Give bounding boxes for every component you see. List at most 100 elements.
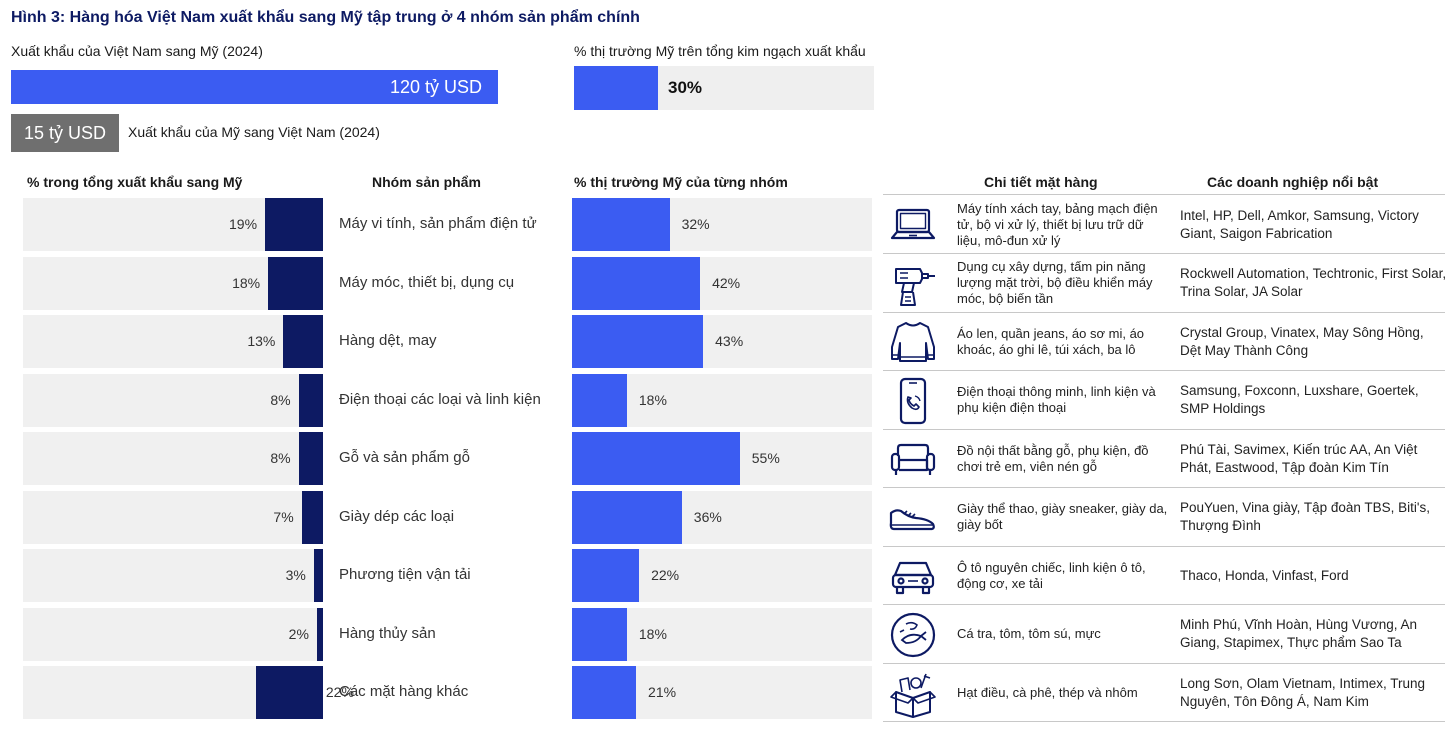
item-detail: Điện thoại thông minh, linh kiện và phụ … <box>957 384 1156 415</box>
box-goods-icon <box>888 668 938 718</box>
left-bar-label: 7% <box>273 508 294 525</box>
left-row-background <box>23 607 323 661</box>
table-row-rule <box>883 662 1445 664</box>
company-list: Minh Phú, Vĩnh Hoàn, Hùng Vương, An Gian… <box>1180 617 1418 650</box>
item-detail: Máy tính xách tay, bảng mạch điện tử, bộ… <box>957 200 1158 248</box>
seafood-icon <box>888 610 938 660</box>
table-row-rule <box>883 311 1445 313</box>
shoe-icon <box>888 493 938 543</box>
category-label: Gỗ và sản phẩm gỗ <box>339 449 470 466</box>
car-icon <box>888 551 938 601</box>
company-list: Intel, HP, Dell, Amkor, Samsung, Victory… <box>1180 207 1419 241</box>
company-list: PouYuen, Vina giày, Tập đoàn TBS, Biti's… <box>1180 500 1430 533</box>
right-bar <box>572 256 701 310</box>
table-top-rule <box>883 194 1445 195</box>
left-bar <box>255 666 323 719</box>
category-label: Điện thoại các loại và linh kiện <box>339 390 541 408</box>
left-bar-label: 2% <box>288 625 309 642</box>
left-row-background <box>23 315 323 368</box>
us-export-box: 15 tỷ USD <box>11 114 119 152</box>
left-bar-label: 19% <box>229 216 258 232</box>
share-value: 30% <box>668 78 703 97</box>
us-export-label: Xuất khẩu của Mỹ sang Việt Nam (2024) <box>128 124 380 140</box>
left-column-header: % trong tổng xuất khẩu sang Mỹ <box>27 174 243 190</box>
company-list: Samsung, Foxconn, Luxshare, Goertek, SMP… <box>1180 383 1419 416</box>
right-bar <box>572 315 704 368</box>
right-bar <box>572 432 740 485</box>
vn-export-label: Xuất khẩu của Việt Nam sang Mỹ (2024) <box>11 43 263 59</box>
sweater-icon <box>888 317 938 367</box>
item-detail: Cá tra, tôm, tôm sú, mực <box>957 626 1101 641</box>
left-bar <box>301 490 323 544</box>
item-detail: Hạt điều, cà phê, thép và nhôm <box>957 684 1138 700</box>
category-label: Máy vi tính, sản phẩm điện tử <box>339 215 537 232</box>
share-bar-fill <box>574 66 658 110</box>
right-bar-label: 32% <box>681 216 710 232</box>
company-list: Rockwell Automation, Techtronic, First S… <box>1180 266 1447 299</box>
left-bar <box>268 256 323 310</box>
right-bar <box>572 490 682 544</box>
right-column-header: % thị trường Mỹ của từng nhóm <box>574 174 788 190</box>
right-bar-label: 21% <box>648 684 677 700</box>
right-bar <box>572 549 640 602</box>
right-bar <box>572 198 670 251</box>
left-bar-label: 18% <box>232 274 261 291</box>
item-detail: Dụng cụ xây dựng, tấm pin năng lượng mặt… <box>957 259 1153 306</box>
left-bar <box>283 315 323 368</box>
item-detail: Áo len, quần jeans, áo sơ mi, áo khoác, … <box>957 325 1145 357</box>
item-detail: Giày thể thao, giày sneaker, giày da, gi… <box>957 501 1168 532</box>
smartphone-icon <box>888 376 938 426</box>
right-bar-label: 42% <box>712 274 741 291</box>
category-label: Các mặt hàng khác <box>339 683 469 700</box>
table-row-rule <box>883 370 1445 371</box>
table-row-rule <box>883 253 1445 254</box>
left-bar <box>313 549 323 602</box>
table-row-rule <box>883 428 1445 430</box>
left-row-background <box>23 432 323 485</box>
left-row-background <box>23 373 323 427</box>
category-label: Máy móc, thiết bị, dụng cụ <box>339 273 515 291</box>
share-label: % thị trường Mỹ trên tổng kim ngạch xuất… <box>574 43 866 59</box>
left-row-background <box>23 549 323 602</box>
right-bar-label: 18% <box>638 391 667 408</box>
right-bar-label: 43% <box>715 333 744 349</box>
right-bar-label: 22% <box>651 567 680 583</box>
company-list: Phú Tài, Savimex, Kiến trúc AA, An Việt … <box>1180 441 1418 475</box>
company-list: Crystal Group, Vinatex, May Sông Hồng, D… <box>1180 324 1424 358</box>
table-row-rule <box>883 721 1445 722</box>
left-bar-label: 8% <box>270 450 291 466</box>
category-label: Hàng thủy sản <box>339 624 436 642</box>
group-column-header: Nhóm sản phẩm <box>372 174 481 190</box>
drill-icon <box>888 259 938 309</box>
left-bar <box>298 373 323 427</box>
left-bar-label: 22% <box>325 684 354 700</box>
left-row-background <box>23 490 323 544</box>
detail-column-header: Chi tiết mặt hàng <box>984 174 1098 190</box>
table-row-rule <box>883 604 1445 605</box>
right-bar <box>572 666 637 719</box>
right-bar-label: 36% <box>693 508 722 525</box>
item-detail: Ô tô nguyên chiếc, linh kiện ô tô, động … <box>957 559 1146 591</box>
right-bar-label: 18% <box>638 625 667 642</box>
left-bar <box>298 432 323 485</box>
vn-export-bar: 120 tỷ USD <box>11 70 498 104</box>
sofa-icon <box>888 434 938 484</box>
table-row-rule <box>883 545 1445 547</box>
left-bar-label: 13% <box>247 333 276 349</box>
left-bar-label: 8% <box>270 391 291 408</box>
item-detail: Đồ nội thất bằng gỗ, phụ kiện, đồ chơi t… <box>957 442 1149 474</box>
figure-title: Hình 3: Hàng hóa Việt Nam xuất khẩu sang… <box>11 9 640 26</box>
right-bar <box>572 373 627 427</box>
laptop-icon <box>888 200 938 250</box>
table-row-rule <box>883 487 1445 488</box>
left-bar <box>316 607 323 661</box>
right-bar-label: 55% <box>751 450 780 466</box>
category-label: Hàng dệt, may <box>339 332 437 349</box>
left-bar-label: 3% <box>285 567 306 583</box>
company-list: Thaco, Honda, Vinfast, Ford <box>1180 567 1349 583</box>
category-label: Phương tiện vận tải <box>339 566 471 583</box>
company-list: Long Sơn, Olam Vietnam, Intimex, Trung N… <box>1180 675 1425 709</box>
right-bar <box>572 607 627 661</box>
category-label: Giày dép các loại <box>339 507 455 525</box>
companies-column-header: Các doanh nghiệp nổi bật <box>1207 174 1379 190</box>
